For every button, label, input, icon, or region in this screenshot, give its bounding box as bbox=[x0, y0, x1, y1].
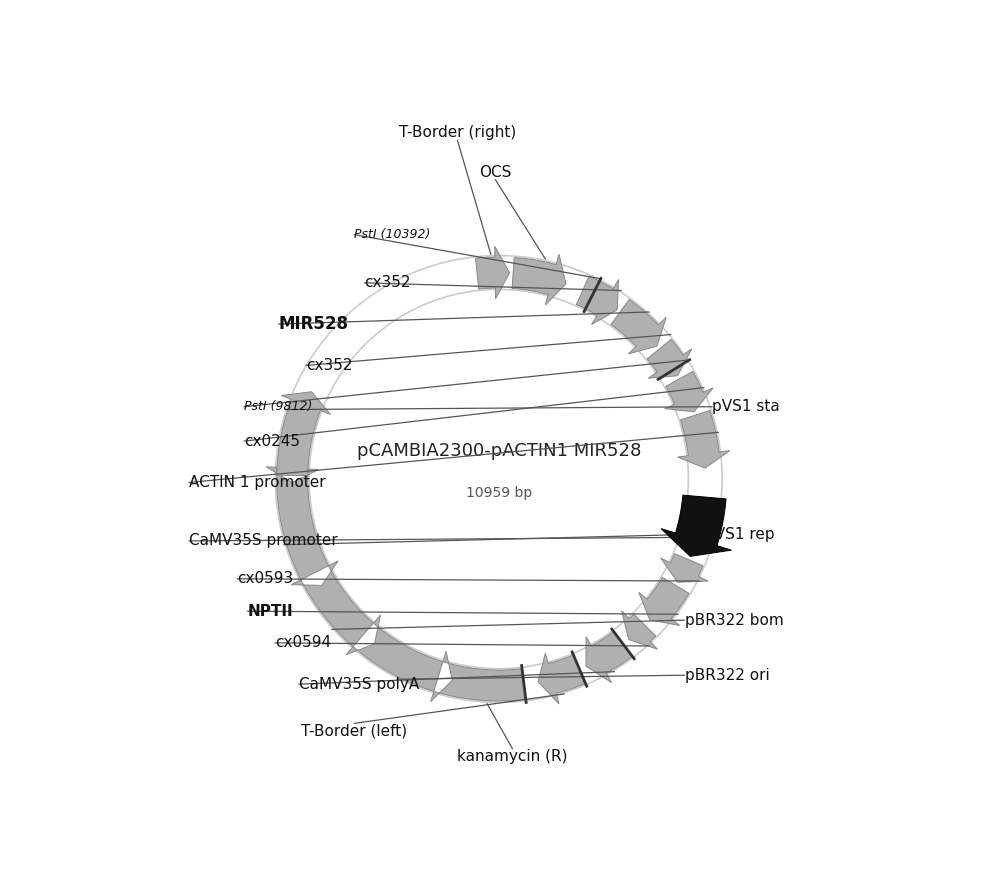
Polygon shape bbox=[576, 276, 619, 325]
Text: cx352: cx352 bbox=[306, 358, 352, 373]
Text: cx352: cx352 bbox=[364, 275, 411, 291]
Text: pVS1 sta: pVS1 sta bbox=[712, 400, 780, 414]
Text: pBR322 ori: pBR322 ori bbox=[685, 668, 769, 683]
Text: cx0594: cx0594 bbox=[275, 636, 331, 650]
Polygon shape bbox=[611, 299, 666, 354]
Polygon shape bbox=[346, 615, 443, 691]
Text: PstI (10392): PstI (10392) bbox=[354, 228, 431, 241]
Text: 10959 bp: 10959 bp bbox=[466, 485, 532, 500]
Text: pCAMBIA2300-pACTIN1 MIR528: pCAMBIA2300-pACTIN1 MIR528 bbox=[357, 443, 641, 460]
Text: ACTIN 1 promoter: ACTIN 1 promoter bbox=[189, 475, 326, 490]
Polygon shape bbox=[291, 561, 373, 646]
Polygon shape bbox=[661, 553, 708, 582]
Polygon shape bbox=[586, 631, 632, 683]
Polygon shape bbox=[647, 340, 692, 378]
Text: pBR322 bom: pBR322 bom bbox=[685, 612, 783, 628]
Text: T-Border (right): T-Border (right) bbox=[399, 125, 516, 140]
Polygon shape bbox=[266, 467, 329, 580]
Text: MIR528: MIR528 bbox=[278, 315, 348, 333]
Polygon shape bbox=[665, 371, 713, 412]
Text: kanamycin (R): kanamycin (R) bbox=[457, 749, 568, 763]
Polygon shape bbox=[431, 652, 526, 702]
Text: OCS: OCS bbox=[479, 164, 511, 180]
Polygon shape bbox=[661, 495, 731, 556]
Text: pVS1 rep: pVS1 rep bbox=[705, 527, 775, 542]
Polygon shape bbox=[622, 611, 658, 649]
Polygon shape bbox=[476, 246, 510, 299]
Polygon shape bbox=[671, 506, 721, 553]
Polygon shape bbox=[678, 410, 730, 468]
Text: CaMV35S polyA: CaMV35S polyA bbox=[299, 677, 419, 692]
Text: cx0245: cx0245 bbox=[244, 434, 300, 449]
Text: PstI (9812): PstI (9812) bbox=[244, 401, 312, 413]
Polygon shape bbox=[639, 578, 689, 626]
Polygon shape bbox=[277, 392, 331, 476]
Text: NPTII: NPTII bbox=[247, 603, 293, 619]
Polygon shape bbox=[512, 254, 566, 305]
Text: cx0593: cx0593 bbox=[237, 571, 293, 586]
Text: CaMV35S promoter: CaMV35S promoter bbox=[189, 534, 338, 548]
Polygon shape bbox=[538, 653, 585, 704]
Text: T-Border (left): T-Border (left) bbox=[301, 723, 407, 738]
